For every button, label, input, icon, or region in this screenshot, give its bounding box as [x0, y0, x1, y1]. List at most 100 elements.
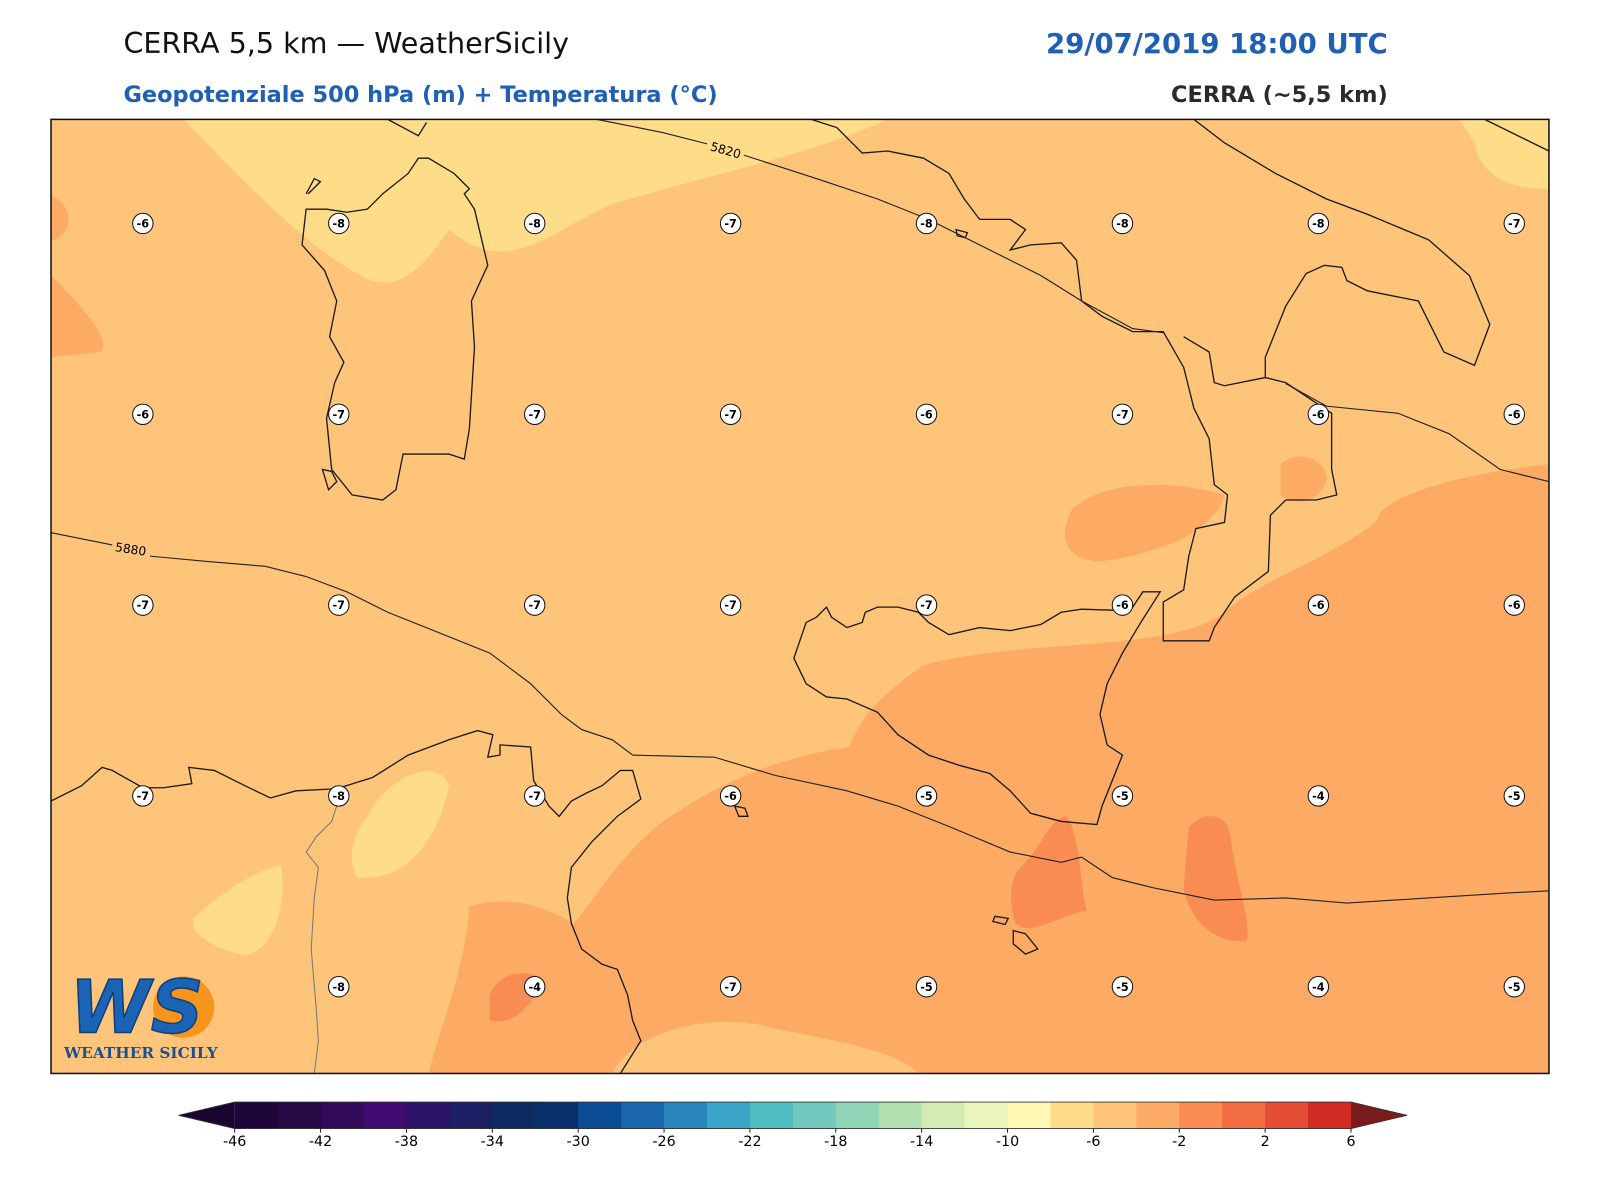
colorbar-tick-label: -30	[567, 1134, 590, 1150]
colorbar-tick-label: -38	[395, 1134, 418, 1150]
temperature-marker	[328, 212, 350, 235]
field	[1065, 456, 1327, 562]
temperature-label: -6	[137, 408, 150, 421]
colorbar-bin	[492, 1102, 536, 1129]
colorbar-bin	[406, 1102, 450, 1129]
temperature-marker	[523, 212, 546, 235]
colorbar: -46 -42 -38 -34 -30 -26 -22 -18 -14 -10 -6 -2 2 6	[178, 1101, 1408, 1150]
temperature-marker	[1503, 594, 1525, 616]
temperature-label: -4	[1312, 981, 1325, 994]
temperature-marker	[328, 403, 350, 425]
temperature-label: -4	[1312, 790, 1325, 803]
subtitle: Geopotenziale 500 hPa (m) + Temperatura …	[123, 82, 717, 108]
temperature-label: -6	[137, 217, 150, 230]
logo-text: WEATHER SICILY	[63, 1044, 219, 1062]
temperature-marker	[915, 594, 938, 616]
temperature-marker	[1503, 976, 1525, 998]
coastline	[51, 729, 642, 1074]
temperature-label: -6	[724, 790, 737, 803]
colorbar-bin	[320, 1102, 365, 1129]
colorbar-bin	[964, 1102, 1009, 1129]
contour-label: 5880	[114, 540, 147, 559]
colorbar-bin	[706, 1102, 751, 1129]
field	[193, 865, 283, 956]
field	[1459, 119, 1549, 189]
temperature-marker	[719, 594, 742, 616]
temperature-marker	[915, 403, 938, 425]
temperature-label: -6	[1508, 599, 1521, 612]
colorbar-tick-label: -6	[1086, 1134, 1100, 1150]
coastline	[301, 119, 489, 501]
temperature-marker	[328, 976, 350, 998]
temperature-label: -7	[333, 408, 345, 421]
temperature-label: -5	[920, 981, 933, 994]
colorbar-bin	[1265, 1102, 1309, 1129]
temperature-label: -7	[1508, 217, 1520, 230]
temperature-label: -7	[137, 599, 149, 612]
temperature-marker	[523, 594, 546, 616]
temperature-marker	[328, 785, 350, 807]
temperature-marker	[719, 976, 742, 998]
temperature-marker	[328, 594, 350, 616]
temperature-marker	[719, 403, 742, 425]
temperature-label: -6	[1116, 599, 1129, 612]
temperature-label: -5	[920, 790, 933, 803]
temperature-label: -7	[333, 599, 345, 612]
temperature-marker	[523, 403, 546, 425]
temperature-marker	[719, 785, 742, 807]
colorbar-bin	[1007, 1102, 1051, 1129]
logo-mark: WS	[70, 966, 204, 1051]
temperature-marker	[1503, 785, 1525, 807]
temperature-label: -7	[724, 217, 736, 230]
temperature-marker	[1503, 212, 1525, 235]
temperature-marker	[915, 212, 938, 235]
colorbar-bin	[878, 1102, 923, 1129]
colorbar-bin	[363, 1102, 407, 1129]
map: 5820 5880 -6 -8 -8 -7 -8 -8 -8 -7-6 -7 -7 -7 -6 -7 -6…	[51, 119, 1549, 1074]
colorbar-tick-label: -22	[738, 1134, 761, 1150]
field	[428, 464, 1549, 1074]
colorbar-tick-label: -34	[481, 1134, 504, 1150]
colorbar-bin	[1136, 1102, 1180, 1129]
colorbar-tick-label: -46	[223, 1134, 246, 1150]
colorbar-tick-label: -26	[652, 1134, 675, 1150]
colorbar-bin	[1093, 1102, 1137, 1129]
colorbar-bin	[1222, 1102, 1266, 1129]
temperature-marker	[719, 212, 742, 235]
temperature-label: -8	[1116, 217, 1129, 230]
temperature-label: -5	[1116, 790, 1129, 803]
temperature-marker	[1307, 594, 1330, 616]
colorbar-tick-label: -14	[910, 1134, 933, 1150]
contour-line	[596, 119, 1549, 483]
temperature-label: -6	[1312, 599, 1325, 612]
temperature-label: -6	[1508, 408, 1521, 421]
temperature-marker	[1307, 785, 1330, 807]
temperature-marker	[1111, 212, 1134, 235]
temperature-label: -7	[137, 790, 149, 803]
colorbar-extend	[178, 1102, 235, 1129]
colorbar-bin	[234, 1102, 279, 1129]
temperature-marker	[1111, 785, 1134, 807]
coastline	[733, 591, 1162, 955]
colorbar-extend	[1351, 1102, 1408, 1129]
colorbar-bin	[835, 1102, 880, 1129]
temperature-label: -8	[333, 790, 346, 803]
temperature-marker	[1503, 403, 1525, 425]
temperature-marker	[1307, 976, 1330, 998]
temperature-label: -7	[724, 599, 736, 612]
border	[305, 805, 338, 1074]
temperature-label: -6	[1312, 408, 1325, 421]
field	[489, 816, 1248, 1022]
temperature-label: -5	[1508, 790, 1521, 803]
field	[612, 1021, 919, 1074]
temperature-marker	[1111, 403, 1134, 425]
temperature-label: -7	[724, 408, 736, 421]
temperature-label: -7	[528, 790, 540, 803]
colorbar-bin	[578, 1102, 622, 1129]
temperature-label: -7	[724, 981, 736, 994]
datetime: 29/07/2019 18:00 UTC	[1046, 28, 1388, 60]
colorbar-bin	[664, 1102, 708, 1129]
field	[183, 119, 888, 283]
model: CERRA (~5,5 km)	[1171, 82, 1388, 108]
